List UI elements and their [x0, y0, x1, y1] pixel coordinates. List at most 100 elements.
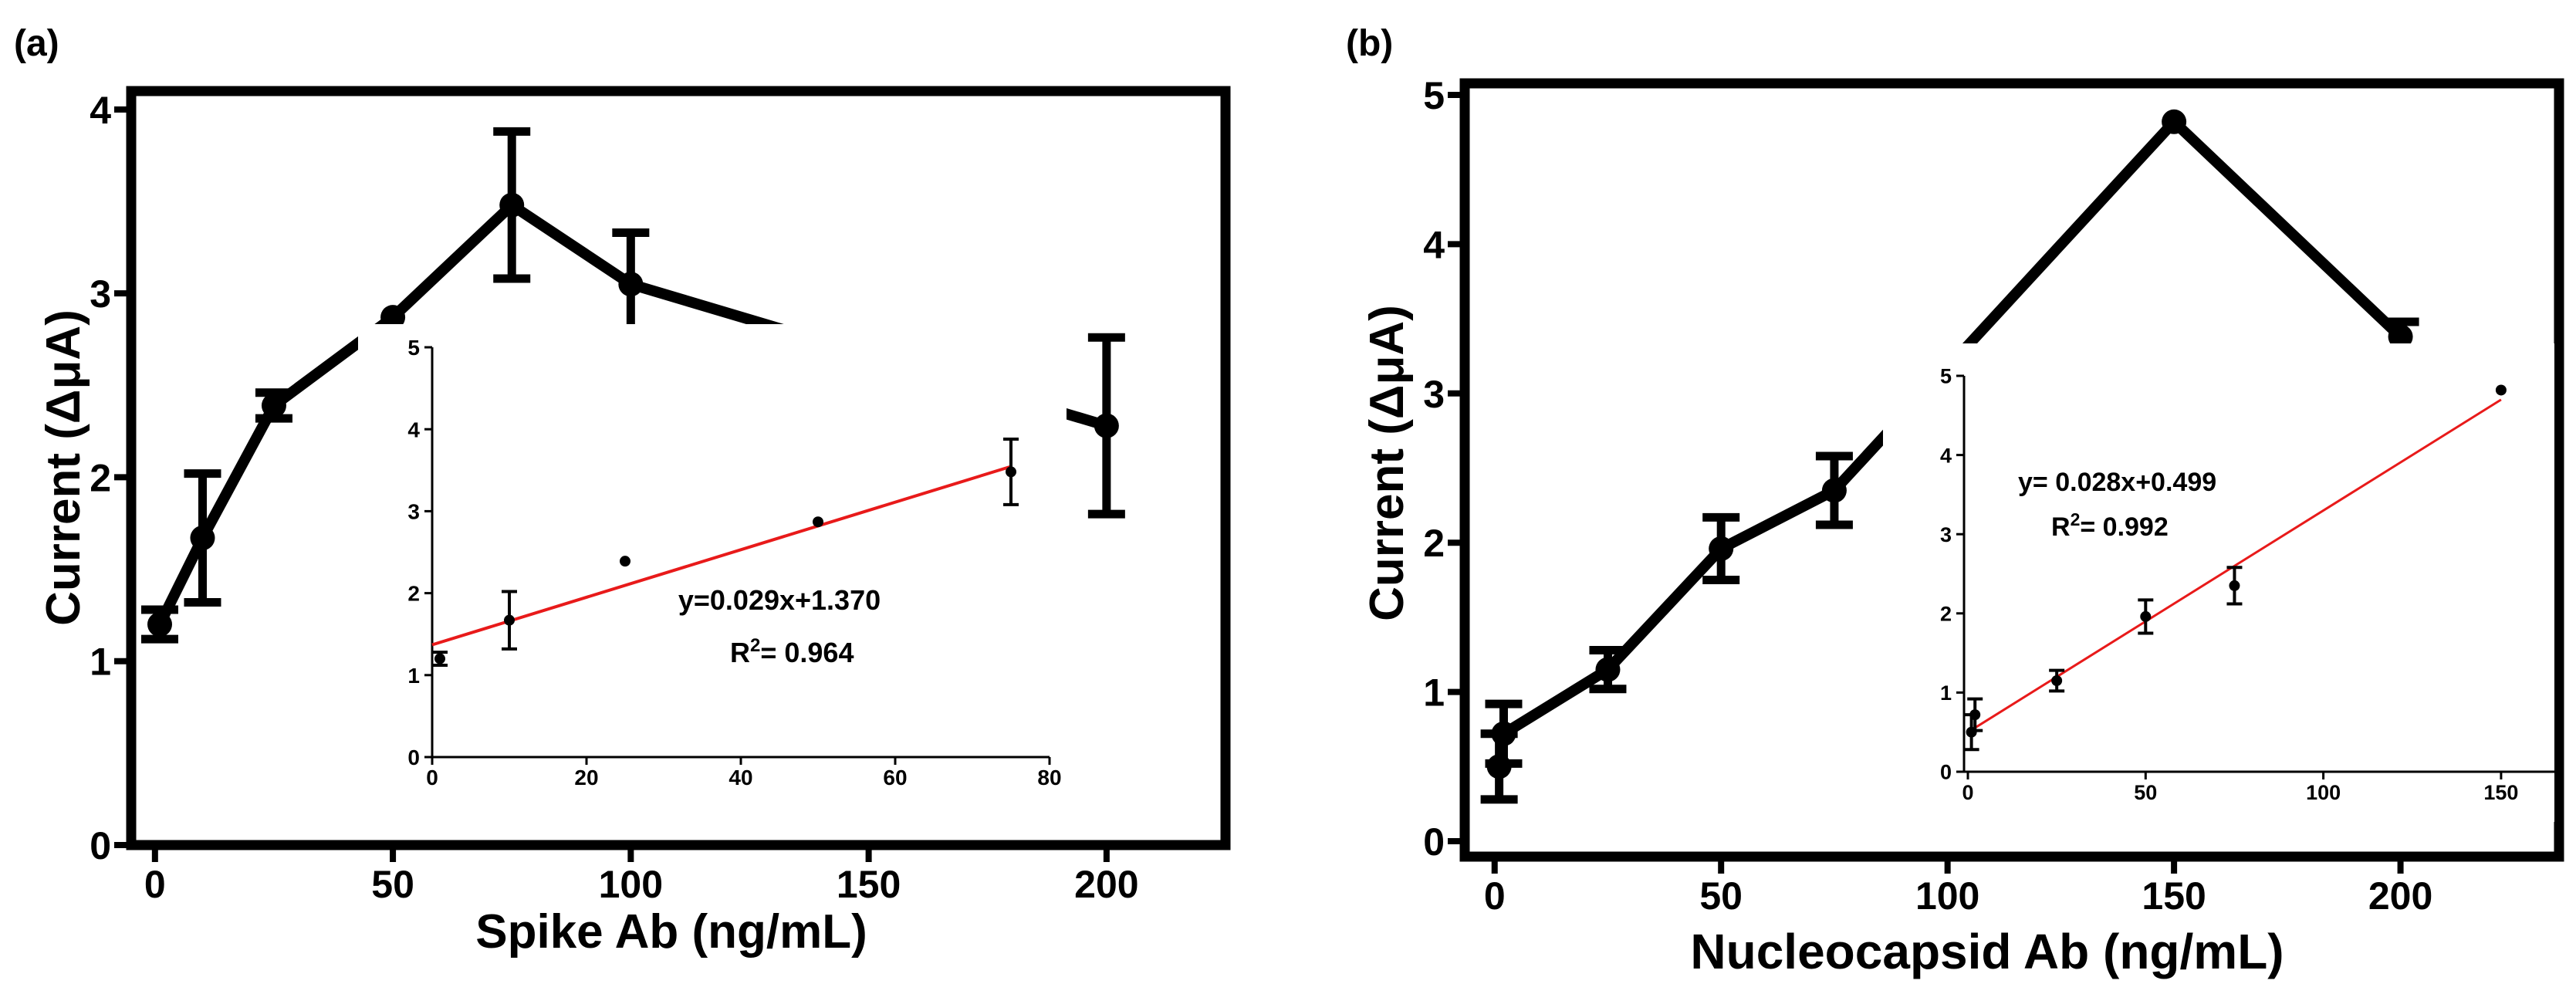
r2-value: = 0.964	[760, 637, 854, 668]
panel-b-x-tick-label: 150	[2142, 874, 2206, 918]
panel-b-inset-y-ticks: 0 1 2 3 4 5	[1940, 365, 1964, 784]
panel-a-x-tick-label: 50	[371, 863, 414, 906]
panel-a-y-tick-label: 1	[90, 641, 111, 684]
panel-a-series	[140, 127, 1125, 644]
panel-b-x-tick-label: 200	[2368, 874, 2432, 918]
panel-b-inset-x-tick-label: 100	[2306, 781, 2341, 804]
panel-a-inset-data-point	[434, 653, 445, 664]
panel-a-inset-y-tick-label: 4	[407, 418, 420, 441]
panel-a-inset-data-point	[504, 614, 515, 626]
r2-value: = 0.992	[2080, 512, 2168, 542]
panel-a-inset-series	[431, 437, 1019, 668]
r2-letter: R	[2051, 512, 2071, 542]
panel-b-inset-r2: R2= 0.992	[2051, 509, 2169, 542]
panel-a-inset-background	[358, 324, 1067, 772]
panel-a-inset-y-tick-label: 1	[407, 664, 420, 688]
panel-a-inset-data-point	[1006, 466, 1016, 478]
panel-b-inset-data-point	[1969, 709, 1981, 721]
panel-b-inset-y-tick-label: 1	[1940, 681, 1952, 705]
panel-b-label: (b)	[1346, 23, 1393, 64]
panel-a-inset-fit-line	[431, 465, 1012, 647]
panel-a-inset-y-tick-label: 0	[407, 746, 420, 769]
panel-b-inset-y-tick-label: 5	[1940, 365, 1952, 388]
panel-a-y-tick-label: 3	[90, 272, 111, 316]
panel-b-y-tick-label: 2	[1423, 522, 1445, 565]
panel-a-x-tick-label: 0	[144, 863, 166, 906]
panel-a-data-point	[1094, 413, 1119, 438]
panel-a-data-point	[499, 192, 525, 218]
panel-a-y-axis-label: Current (ΔμA)	[37, 309, 90, 626]
panel-a-data-point	[147, 612, 172, 637]
panel-b-data-point	[1709, 536, 1734, 561]
panel-a-inset-x-tick-label: 60	[883, 766, 907, 789]
r2-letter: R	[730, 637, 750, 668]
panel-a-inset-r2: R2= 0.964	[730, 635, 854, 668]
panel-b-inset-x-tick-label: 0	[1962, 781, 1973, 804]
panel-a-x-tick-label: 150	[837, 863, 901, 906]
panel-b-inset-y-tick-label: 4	[1940, 444, 1952, 467]
panel-b-inset-data-point	[2051, 675, 2063, 687]
panel-a-y-ticks: 0 1 2 3 4	[90, 89, 131, 867]
panel-a-y-tick-label: 2	[90, 456, 111, 499]
panel-b-x-ticks: 0 50 100 150 200	[1484, 857, 2432, 918]
panel-b-inset-data-point	[2229, 580, 2240, 591]
panel-b-inset-x-tick-label: 150	[2483, 781, 2518, 804]
panel-a-x-tick-label: 100	[599, 863, 663, 906]
panel-b-data-point	[1821, 478, 1847, 503]
panel-b-inset-data-point	[2495, 384, 2507, 396]
panel-a-inset-x-tick-label: 40	[729, 766, 752, 789]
panel-b-y-tick-label: 4	[1423, 223, 1445, 266]
panel-b-inset-series	[1963, 384, 2507, 752]
panel-a-y-tick-label: 4	[90, 89, 111, 132]
panel-a-inset-data-point	[813, 516, 823, 528]
panel-b-data-point	[2388, 324, 2413, 350]
panel-a-data-point	[190, 526, 215, 551]
panel-b-y-ticks: 0 1 2 3 4 5	[1423, 74, 1465, 864]
panel-a-plot-frame	[126, 86, 1231, 850]
panel-b-inset-background	[1883, 343, 2554, 822]
panel-b-data-point	[1595, 657, 1621, 682]
panel-b-inset-x-ticks: 0 50 100 150	[1962, 772, 2518, 804]
panel-a-label: (a)	[14, 23, 59, 64]
panel-a-inset-y-tick-label: 5	[407, 336, 420, 360]
panel-a-x-ticks: 0 50 100 150 200	[144, 845, 1139, 906]
panel-b-inset-data-point	[2140, 610, 2152, 622]
panel-b-inset-equation: y= 0.028x+0.499	[2018, 468, 2216, 497]
panel-a-inset-data-point	[620, 556, 630, 567]
panel-a-inset-equation: y=0.029x+1.370	[678, 584, 881, 616]
panel-b-y-axis-label: Current (ΔμA)	[1361, 305, 1414, 621]
panel-a-data-point	[618, 272, 644, 297]
panel-a-data-point	[380, 305, 406, 330]
panel-b-inset-y-tick-label: 0	[1940, 761, 1952, 784]
panel-a-x-tick-label: 200	[1074, 863, 1138, 906]
panel-a-inset-x-tick-label: 80	[1037, 766, 1061, 789]
panel-b-y-tick-label: 3	[1423, 373, 1445, 416]
panel-b-x-tick-label: 0	[1484, 874, 1506, 918]
panel-a-x-axis-label: Spike Ab (ng/mL)	[475, 905, 867, 958]
panel-b-y-tick-label: 5	[1423, 74, 1445, 117]
panel-a-y-tick-label: 0	[90, 824, 111, 867]
panel-a-data-point	[261, 393, 286, 418]
panel-b-plot-frame	[1459, 78, 2564, 862]
panel-a-inset: 0 1 2 3 4 5 0 20 40 60 80 y=0.029x+1.370 R2= 0.96…	[358, 324, 1067, 789]
panel-a-inset-y-tick-label: 3	[407, 499, 420, 523]
panel-a-inset-x-tick-label: 0	[426, 766, 438, 789]
panel-a-inset-x-tick-label: 20	[574, 766, 598, 789]
panel-b-inset-y-tick-label: 2	[1940, 603, 1952, 626]
panel-a-inset-y-ticks: 0 1 2 3 4 5	[407, 336, 432, 769]
panel-b-data-point	[1491, 721, 1516, 746]
panel-b-x-axis-label: Nucleocapsid Ab (ng/mL)	[1690, 924, 2284, 979]
panel-b-y-tick-label: 0	[1423, 820, 1445, 864]
panel-b-inset-y-tick-label: 3	[1940, 523, 1952, 546]
panel-b-x-tick-label: 100	[1915, 874, 1979, 918]
panel-b-y-tick-label: 1	[1423, 671, 1445, 715]
panel-b-data-point	[2162, 109, 2187, 134]
panel-a-inset-x-ticks: 0 20 40 60 80	[426, 757, 1062, 789]
r2-superscript: 2	[750, 635, 760, 656]
panel-b-inset-x-tick-label: 50	[2134, 781, 2157, 804]
r2-superscript: 2	[2071, 509, 2081, 529]
